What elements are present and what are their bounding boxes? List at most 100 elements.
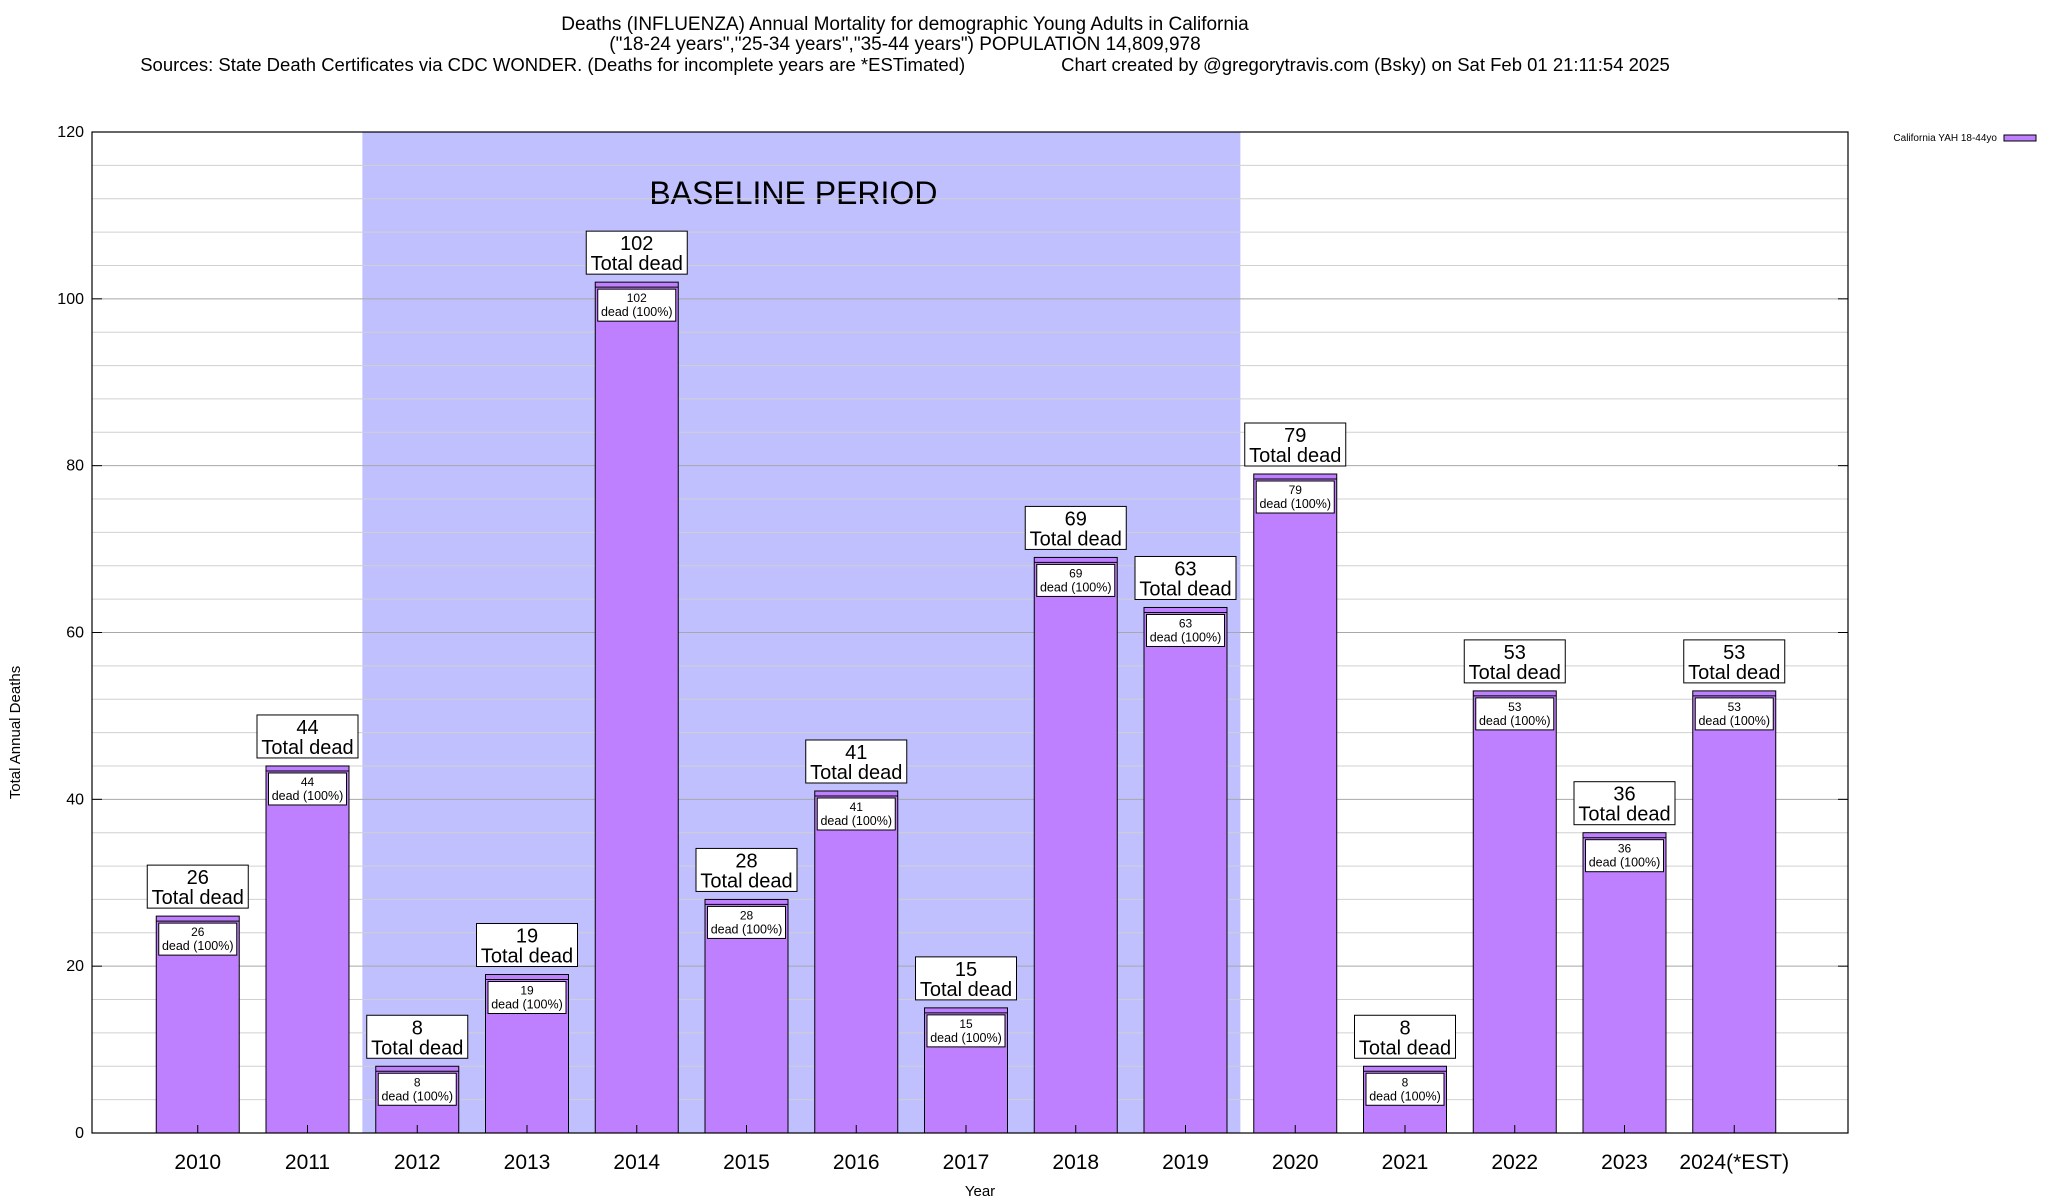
segment-label-value: 41 (850, 800, 864, 814)
total-label-text: Total dead (591, 253, 683, 275)
total-label-value: 8 (412, 1017, 423, 1039)
x-tick-label: 2024(*EST) (1679, 1151, 1789, 1174)
total-label-box (915, 956, 1017, 1001)
segment-label-text: dead (100%) (1040, 580, 1112, 594)
segment-label-value: 8 (414, 1075, 421, 1089)
x-tick-label: 2014 (613, 1151, 660, 1174)
segment-label-box (377, 1072, 457, 1106)
segment-label-box (707, 905, 786, 939)
x-axis-label: Year (965, 1183, 995, 1200)
total-label-text: Total dead (1688, 662, 1780, 684)
chart-sources-line: Sources: State Death Certificates via CD… (0, 54, 1810, 75)
total-label-value: 15 (955, 959, 977, 981)
chart-subtitle: ("18-24 years","25-34 years","35-44 year… (609, 34, 1201, 55)
total-label-value: 63 (1174, 558, 1196, 580)
segment-label-value: 69 (1069, 566, 1083, 580)
y-tick-label: 100 (57, 291, 84, 308)
x-tick-label: 2020 (1272, 1151, 1319, 1174)
bar (594, 281, 679, 1134)
total-label-box (805, 739, 908, 784)
total-label-text: Total dead (1469, 662, 1561, 684)
x-tick-label: 2019 (1162, 1151, 1209, 1174)
segment-label-box (1475, 697, 1555, 731)
segment-label-box (926, 1014, 1006, 1048)
segment-label-box (1585, 839, 1664, 873)
total-label-text: Total dead (700, 870, 792, 892)
segment-label-text: dead (100%) (381, 1089, 453, 1103)
bar (814, 790, 899, 1134)
segment-label-box (1365, 1072, 1445, 1106)
y-tick-label: 80 (66, 458, 84, 475)
total-label-box (1463, 639, 1566, 684)
total-label-text: Total dead (1578, 804, 1670, 826)
x-tick-label: 2010 (174, 1151, 221, 1174)
segment-label-text: dead (100%) (272, 789, 344, 803)
x-tick-label: 2011 (285, 1151, 330, 1174)
total-label-value: 53 (1504, 642, 1526, 664)
total-label-text: Total dead (371, 1037, 463, 1059)
x-tick-label: 2013 (504, 1151, 551, 1174)
x-tick-label: 2015 (723, 1151, 770, 1174)
total-label-box (1024, 505, 1127, 550)
total-label-value: 41 (845, 742, 867, 764)
segment-label-text: dead (100%) (1259, 497, 1331, 511)
segment-label-text: dead (100%) (1479, 714, 1551, 728)
segment-label-box (487, 981, 567, 1015)
legend-label: California YAH 18-44yo (1893, 133, 1997, 144)
bar (1692, 690, 1777, 1134)
segment-label-text: dead (100%) (601, 305, 673, 319)
segment-label-value: 28 (740, 908, 754, 922)
total-label-text: Total dead (810, 762, 902, 784)
segment-label-value: 8 (1402, 1075, 1409, 1089)
total-label-box (256, 714, 359, 759)
x-tick-label: 2016 (833, 1151, 880, 1174)
total-label-value: 28 (735, 850, 757, 872)
bar (1033, 556, 1118, 1134)
segment-label-value: 26 (191, 925, 205, 939)
total-label-text: Total dead (1359, 1037, 1451, 1059)
segment-label-value: 53 (1508, 700, 1522, 714)
segment-label-box (1694, 697, 1774, 731)
segment-label-value: 102 (627, 291, 647, 305)
total-label-text: Total dead (1030, 528, 1122, 550)
total-label-text: Total dead (152, 887, 244, 909)
total-label-box (585, 230, 688, 275)
total-label-box (366, 1014, 469, 1059)
total-label-text: Total dead (1139, 578, 1231, 600)
total-label-box (695, 847, 798, 892)
total-label-text: Total dead (261, 737, 353, 759)
total-label-box (1134, 555, 1237, 600)
baseline-label: BASELINE PERIOD (649, 175, 937, 211)
total-label-text: Total dead (1249, 445, 1341, 467)
segment-label-text: dead (100%) (1589, 856, 1661, 870)
total-label-value: 69 (1065, 508, 1087, 530)
total-label-box (1683, 639, 1786, 684)
total-label-box (1354, 1014, 1456, 1059)
total-label-value: 26 (187, 867, 209, 889)
total-label-box (1244, 422, 1347, 467)
bar (1582, 832, 1667, 1134)
segment-label-box (816, 797, 896, 831)
segment-label-box (158, 922, 238, 956)
segment-label-value: 44 (301, 775, 315, 789)
segment-label-text: dead (100%) (930, 1031, 1002, 1045)
segment-label-text: dead (100%) (1369, 1089, 1441, 1103)
total-label-box (1573, 781, 1676, 826)
x-tick-label: 2021 (1382, 1151, 1429, 1174)
segment-label-text: dead (100%) (711, 922, 783, 936)
segment-label-value: 15 (959, 1017, 973, 1031)
total-label-value: 44 (296, 717, 318, 739)
segment-label-text: dead (100%) (1150, 630, 1222, 644)
x-tick-label: 2018 (1052, 1151, 1099, 1174)
segment-label-value: 19 (520, 984, 534, 998)
bar (1143, 606, 1228, 1134)
total-label-text: Total dead (481, 946, 573, 968)
total-label-value: 79 (1284, 425, 1306, 447)
segment-label-value: 63 (1179, 616, 1193, 630)
total-label-value: 19 (516, 926, 538, 948)
total-label-box (146, 864, 249, 909)
y-tick-label: 60 (66, 625, 84, 642)
x-tick-label: 2023 (1601, 1151, 1648, 1174)
total-label-value: 36 (1613, 784, 1635, 806)
